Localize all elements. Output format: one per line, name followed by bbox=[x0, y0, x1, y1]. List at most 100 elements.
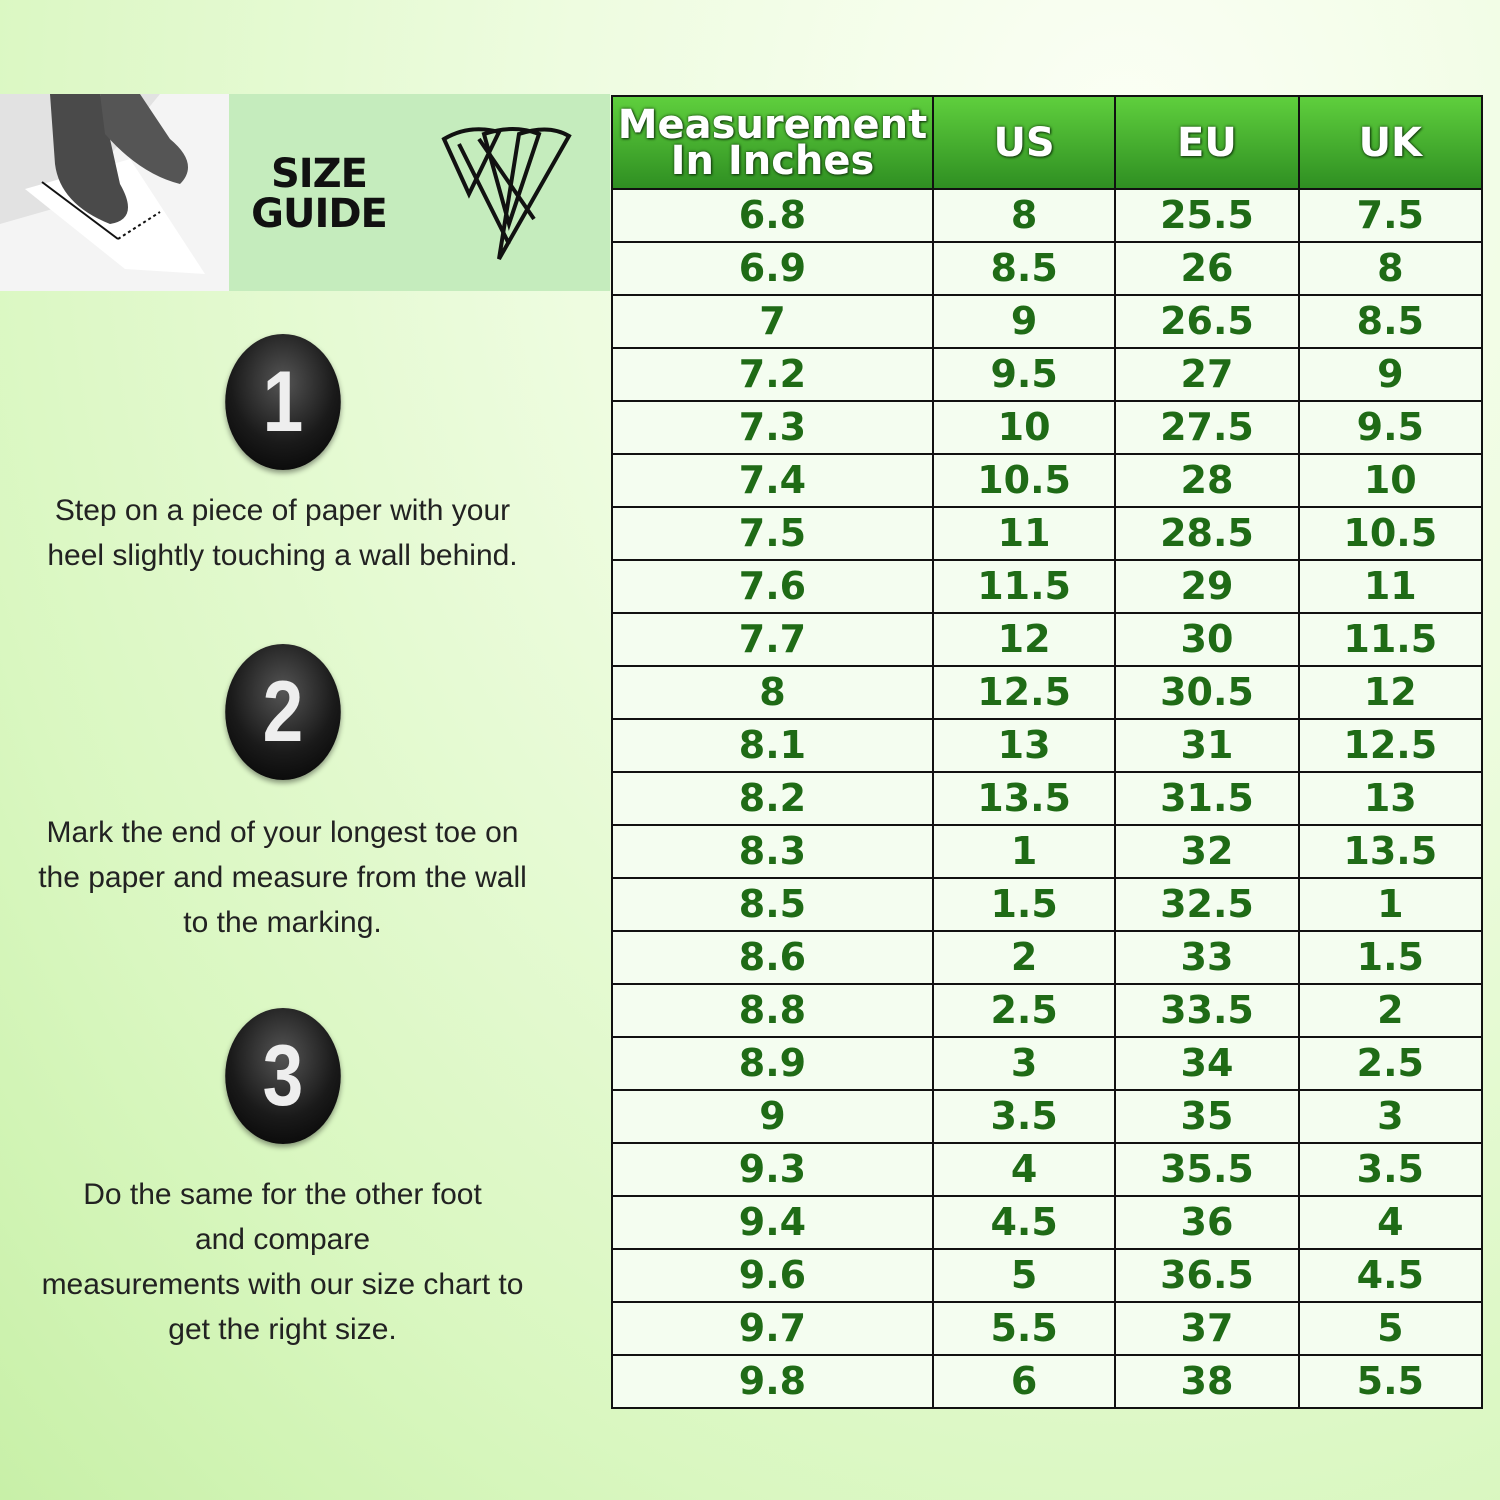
cell-us: 10 bbox=[931, 400, 1117, 455]
table-row: 8.5 1.5 32.5 1 bbox=[611, 877, 1484, 932]
cell-eu: 31.5 bbox=[1114, 771, 1300, 826]
cell-uk: 3.5 bbox=[1297, 1142, 1484, 1197]
cell-inches: 9.4 bbox=[611, 1195, 934, 1250]
cell-us: 5 bbox=[931, 1248, 1117, 1303]
table-row: 9.6 5 36.5 4.5 bbox=[611, 1248, 1484, 1303]
cell-eu: 38 bbox=[1114, 1354, 1300, 1409]
table-row: 9.8 6 38 5.5 bbox=[611, 1354, 1484, 1409]
table-row: 8.2 13.5 31.5 13 bbox=[611, 771, 1484, 826]
cell-eu: 37 bbox=[1114, 1301, 1300, 1356]
table-row: 8.3 1 32 13.5 bbox=[611, 824, 1484, 879]
cell-us: 11.5 bbox=[931, 559, 1117, 614]
cell-uk: 12 bbox=[1297, 665, 1484, 720]
cell-us: 3.5 bbox=[931, 1089, 1117, 1144]
cell-inches: 8.6 bbox=[611, 930, 934, 985]
cell-uk: 7.5 bbox=[1297, 188, 1484, 243]
table-row: 9.3 4 35.5 3.5 bbox=[611, 1142, 1484, 1197]
cell-uk: 3 bbox=[1297, 1089, 1484, 1144]
cell-uk: 11 bbox=[1297, 559, 1484, 614]
step-3: 3 Do the same for the other foot and com… bbox=[0, 1008, 565, 1352]
cell-inches: 8.3 bbox=[611, 824, 934, 879]
cell-uk: 9.5 bbox=[1297, 400, 1484, 455]
cell-us: 12 bbox=[931, 612, 1117, 667]
cell-uk: 4.5 bbox=[1297, 1248, 1484, 1303]
cell-inches: 8.1 bbox=[611, 718, 934, 773]
cell-inches: 7 bbox=[611, 294, 934, 349]
cell-uk: 5 bbox=[1297, 1301, 1484, 1356]
cell-us: 13.5 bbox=[931, 771, 1117, 826]
table-row: 7.3 10 27.5 9.5 bbox=[611, 400, 1484, 455]
table-row: 7.6 11.5 29 11 bbox=[611, 559, 1484, 614]
table-row: 8 12.5 30.5 12 bbox=[611, 665, 1484, 720]
step-1: 1 Step on a piece of paper with your hee… bbox=[0, 334, 565, 578]
header-inches: Measurement In Inches bbox=[611, 95, 934, 190]
cell-us: 4 bbox=[931, 1142, 1117, 1197]
table-row: 8.8 2.5 33.5 2 bbox=[611, 983, 1484, 1038]
cell-us: 5.5 bbox=[931, 1301, 1117, 1356]
foot-measuring-image bbox=[0, 94, 229, 291]
table-row: 7.7 12 30 11.5 bbox=[611, 612, 1484, 667]
vizari-logo bbox=[441, 127, 572, 260]
cell-inches: 8.5 bbox=[611, 877, 934, 932]
cell-eu: 28.5 bbox=[1114, 506, 1300, 561]
cell-uk: 5.5 bbox=[1297, 1354, 1484, 1409]
cell-uk: 2 bbox=[1297, 983, 1484, 1038]
cell-eu: 34 bbox=[1114, 1036, 1300, 1091]
table-row: 9.7 5.5 37 5 bbox=[611, 1301, 1484, 1356]
table-row: 6.8 8 25.5 7.5 bbox=[611, 188, 1484, 243]
cell-inches: 6.8 bbox=[611, 188, 934, 243]
step-2: 2 Mark the end of your longest toe on th… bbox=[0, 644, 565, 945]
table-row: 8.1 13 31 12.5 bbox=[611, 718, 1484, 773]
cell-uk: 12.5 bbox=[1297, 718, 1484, 773]
cell-uk: 13.5 bbox=[1297, 824, 1484, 879]
cell-eu: 32 bbox=[1114, 824, 1300, 879]
cell-inches: 7.7 bbox=[611, 612, 934, 667]
cell-eu: 30 bbox=[1114, 612, 1300, 667]
cell-eu: 25.5 bbox=[1114, 188, 1300, 243]
cell-eu: 33.5 bbox=[1114, 983, 1300, 1038]
step-number-3: 3 bbox=[224, 1008, 341, 1144]
table-header-row: Measurement In Inches US EU UK bbox=[611, 95, 1484, 190]
header-uk: UK bbox=[1297, 95, 1484, 190]
cell-inches: 9.8 bbox=[611, 1354, 934, 1409]
cell-us: 11 bbox=[931, 506, 1117, 561]
cell-uk: 10 bbox=[1297, 453, 1484, 508]
cell-inches: 8.2 bbox=[611, 771, 934, 826]
cell-eu: 28 bbox=[1114, 453, 1300, 508]
cell-eu: 26 bbox=[1114, 241, 1300, 296]
step-text-3: Do the same for the other foot and compa… bbox=[41, 1178, 524, 1346]
table-row: 7 9 26.5 8.5 bbox=[611, 294, 1484, 349]
table-row: 8.6 2 33 1.5 bbox=[611, 930, 1484, 985]
cell-eu: 29 bbox=[1114, 559, 1300, 614]
table-row: 9.4 4.5 36 4 bbox=[611, 1195, 1484, 1250]
cell-eu: 33 bbox=[1114, 930, 1300, 985]
table-row: 9 3.5 35 3 bbox=[611, 1089, 1484, 1144]
cell-us: 6 bbox=[931, 1354, 1117, 1409]
table-row: 7.4 10.5 28 10 bbox=[611, 453, 1484, 508]
cell-inches: 7.6 bbox=[611, 559, 934, 614]
size-chart-table: Measurement In Inches US EU UK 6.8 8 25.5 7… bbox=[611, 95, 1484, 1409]
cell-eu: 32.5 bbox=[1114, 877, 1300, 932]
cell-uk: 2.5 bbox=[1297, 1036, 1484, 1091]
cell-us: 2.5 bbox=[931, 983, 1117, 1038]
cell-inches: 9.3 bbox=[611, 1142, 934, 1197]
cell-eu: 36 bbox=[1114, 1195, 1300, 1250]
cell-us: 10.5 bbox=[931, 453, 1117, 508]
cell-inches: 7.5 bbox=[611, 506, 934, 561]
step-number-2: 2 bbox=[224, 644, 341, 780]
cell-us: 13 bbox=[931, 718, 1117, 773]
cell-inches: 7.4 bbox=[611, 453, 934, 508]
step-text-1: Step on a piece of paper with your heel … bbox=[47, 494, 518, 572]
cell-inches: 9 bbox=[611, 1089, 934, 1144]
cell-eu: 35.5 bbox=[1114, 1142, 1300, 1197]
table-row: 7.5 11 28.5 10.5 bbox=[611, 506, 1484, 561]
cell-us: 12.5 bbox=[931, 665, 1117, 720]
cell-eu: 30.5 bbox=[1114, 665, 1300, 720]
cell-uk: 10.5 bbox=[1297, 506, 1484, 561]
cell-uk: 1.5 bbox=[1297, 930, 1484, 985]
table-row: 8.9 3 34 2.5 bbox=[611, 1036, 1484, 1091]
header-us: US bbox=[931, 95, 1117, 190]
cell-inches: 6.9 bbox=[611, 241, 934, 296]
cell-us: 3 bbox=[931, 1036, 1117, 1091]
step-text-2: Mark the end of your longest toe on the … bbox=[38, 816, 527, 939]
